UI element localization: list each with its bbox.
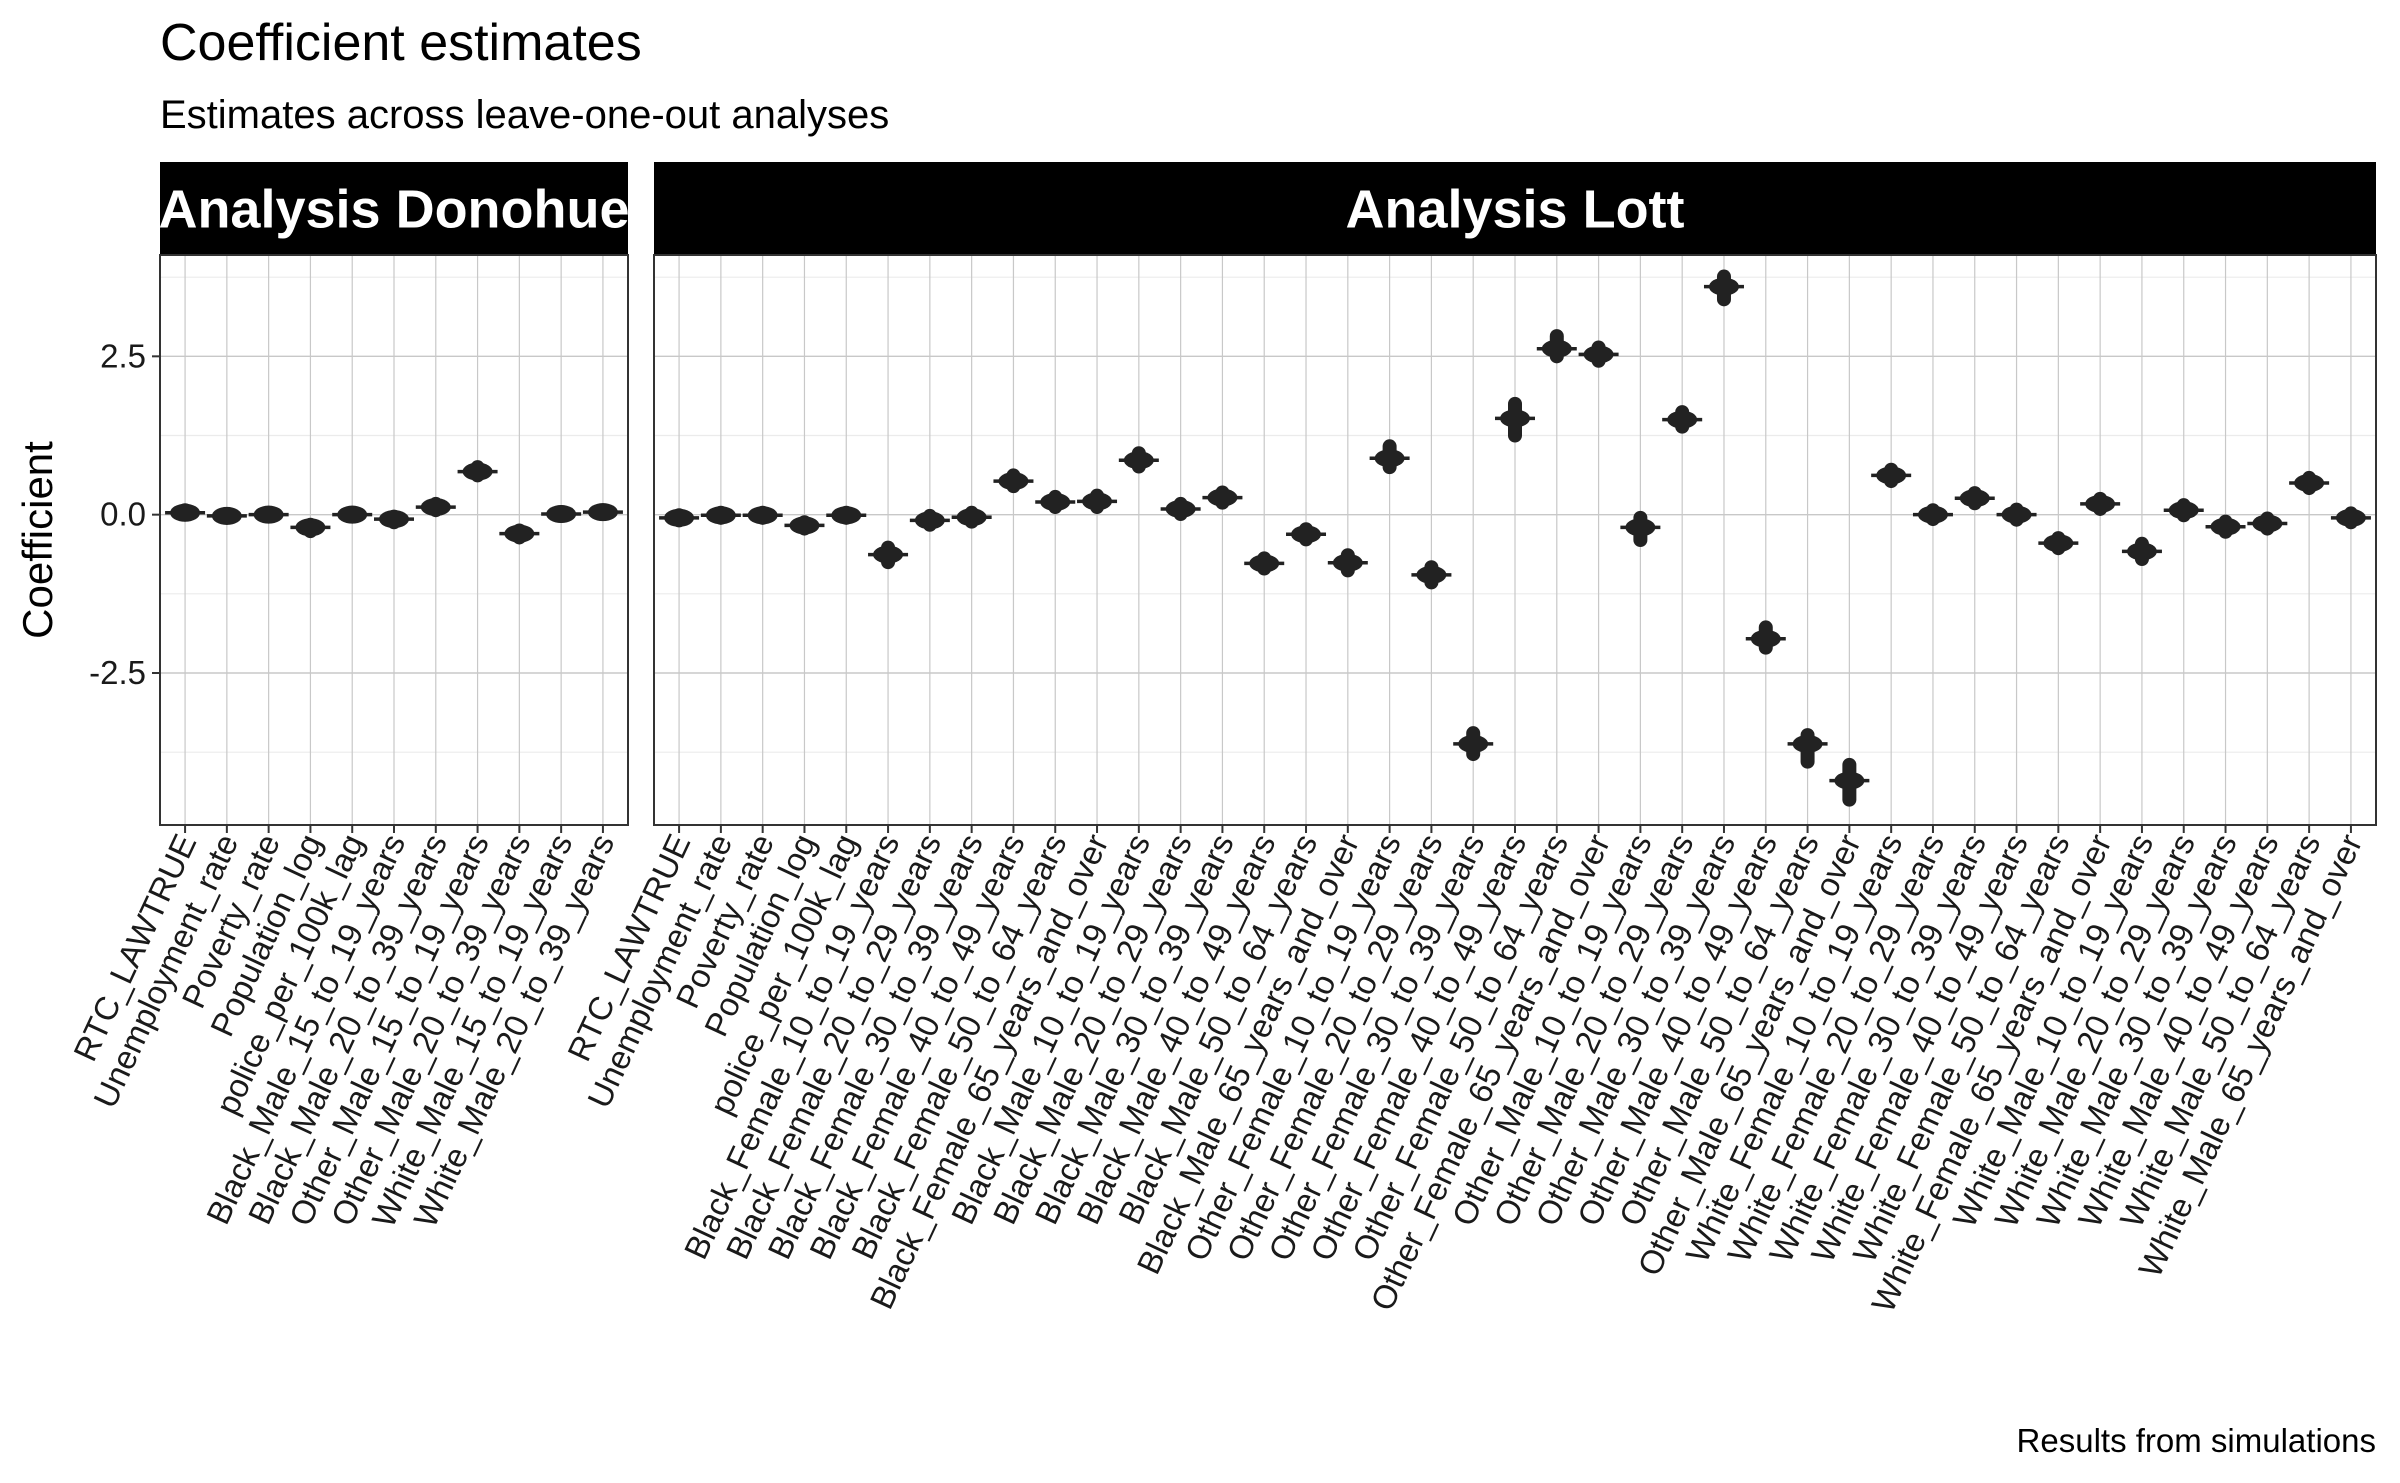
facet-panel-2: Analysis LottRTC_LAWTRUEUnemployment_rat… — [560, 162, 2377, 1318]
y-tick-label: -2.5 — [89, 654, 146, 691]
chart-caption: Results from simulations — [2017, 1422, 2376, 1459]
facet-strip-label: Analysis Donohue — [158, 180, 629, 240]
chart-title: Coefficient estimates — [160, 14, 642, 72]
y-tick-label: 2.5 — [100, 337, 146, 374]
y-tick-label: 0.0 — [100, 496, 146, 533]
facet-panel-1: Analysis Donohue-2.50.02.5RTC_LAWTRUEUne… — [66, 162, 629, 1233]
chart-subtitle: Estimates across leave-one-out analyses — [160, 93, 889, 137]
y-axis-title: Coefficient — [14, 441, 61, 639]
facet-strip — [160, 162, 628, 255]
facet-strip — [654, 162, 2376, 255]
facet-panels: Analysis Donohue-2.50.02.5RTC_LAWTRUEUne… — [66, 162, 2377, 1318]
facet-strip-label: Analysis Lott — [1345, 180, 1684, 240]
